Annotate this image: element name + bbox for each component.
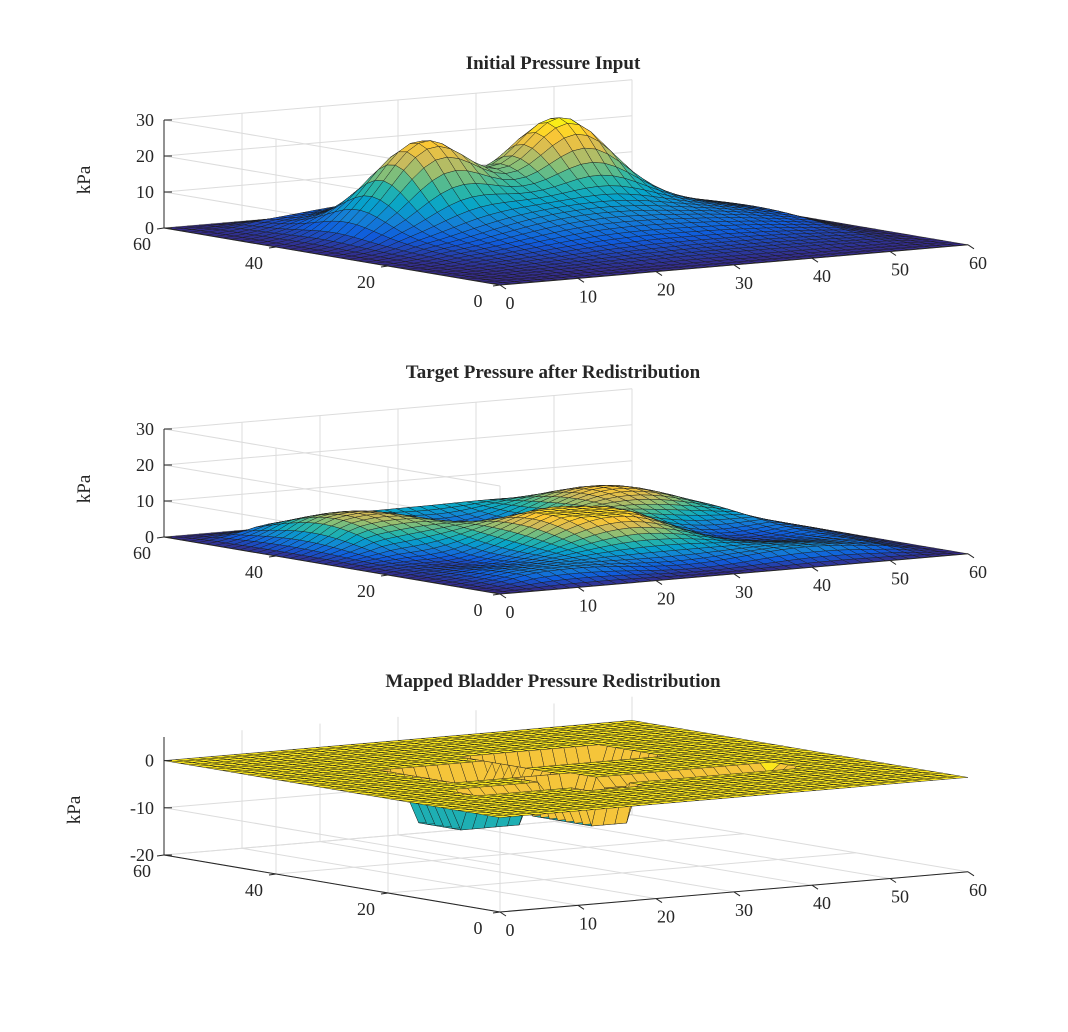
x-tick-label: 40 (813, 893, 831, 913)
y-tick-label: 0 (474, 291, 483, 311)
y-tick (492, 284, 501, 287)
y-tick (268, 555, 277, 558)
y-tick (380, 265, 389, 268)
y-tick-label: 40 (245, 880, 263, 900)
x-tick (499, 284, 507, 290)
z-tick-label: 30 (136, 419, 154, 439)
x-tick (499, 911, 507, 917)
y-tick (156, 227, 165, 230)
x-tick-label: 30 (735, 582, 753, 602)
x-tick-label: 0 (506, 293, 515, 313)
z-tick-label: 20 (136, 455, 154, 475)
surface (163, 485, 969, 595)
y-tick (380, 574, 389, 577)
x-tick (889, 251, 897, 256)
x-tick-label: 60 (969, 562, 987, 582)
x-tick-label: 50 (891, 260, 909, 280)
x-tick-label: 30 (735, 900, 753, 920)
x-tick (577, 277, 585, 283)
y-tick-label: 20 (357, 899, 375, 919)
y-tick-label: 0 (474, 918, 483, 938)
y-tick-label: 20 (357, 272, 375, 292)
z-tick-label: -10 (130, 798, 154, 818)
z-axis-label: kPa (74, 474, 95, 503)
y-tick-label: 60 (133, 234, 151, 254)
x-tick-label: 20 (657, 280, 675, 300)
x-tick (655, 898, 663, 904)
surface (163, 720, 969, 831)
x-tick (577, 904, 585, 910)
z-axis-label: kPa (64, 795, 85, 824)
z-tick-label: 30 (136, 110, 154, 130)
surface (163, 117, 969, 286)
z-tick-label: 20 (136, 146, 154, 166)
x-tick-label: 30 (735, 273, 753, 293)
y-tick-label: 0 (474, 600, 483, 620)
y-tick (268, 873, 277, 876)
x-tick (655, 580, 663, 586)
x-tick-label: 60 (969, 880, 987, 900)
x-tick-label: 10 (579, 286, 597, 306)
x-tick-label: 40 (813, 575, 831, 595)
x-tick (733, 264, 741, 270)
plot-title: Initial Pressure Input (466, 53, 641, 74)
y-tick (380, 892, 389, 895)
z-tick-label: 0 (145, 527, 154, 547)
y-tick-label: 20 (357, 581, 375, 601)
z-tick-label: -20 (130, 845, 154, 865)
x-tick (811, 257, 819, 263)
y-tick (268, 246, 277, 249)
z-tick-label: 0 (145, 751, 154, 771)
x-tick (967, 871, 975, 877)
x-tick-label: 20 (657, 589, 675, 609)
y-tick (156, 854, 165, 857)
y-axis-line (163, 227, 501, 286)
y-tick (492, 593, 501, 596)
plot-title: Target Pressure after Redistribution (406, 362, 701, 383)
x-tick-label: 10 (579, 595, 597, 615)
x-tick-label: 50 (891, 887, 909, 907)
x-tick-label: 0 (506, 920, 515, 940)
y-tick (492, 911, 501, 914)
x-tick (889, 878, 897, 883)
y-tick (156, 536, 165, 539)
x-tick (811, 566, 819, 572)
z-tick-label: 10 (136, 491, 154, 511)
x-tick (811, 884, 819, 890)
y-tick-label: 40 (245, 562, 263, 582)
x-tick-label: 40 (813, 266, 831, 286)
subplot-initial-pressure: Initial Pressure Input 0 10 20 30 40 50 600204… (74, 53, 987, 313)
x-tick-label: 0 (506, 602, 515, 622)
z-axis-label: kPa (74, 165, 95, 194)
x-tick (655, 271, 663, 277)
x-tick-label: 10 (579, 913, 597, 933)
x-tick (733, 891, 741, 897)
z-tick-label: 0 (145, 218, 154, 238)
subplot-target-pressure: Target Pressure after Redistribution 0 10… (74, 362, 987, 622)
x-tick (499, 593, 507, 599)
y-tick-label: 40 (245, 253, 263, 273)
x-tick (967, 553, 975, 559)
x-tick (889, 560, 897, 565)
x-tick-label: 20 (657, 907, 675, 927)
subplot-mapped-bladder: Mapped Bladder Pressure Redistribution 0… (64, 671, 987, 940)
plot-title: Mapped Bladder Pressure Redistribution (385, 671, 721, 692)
x-tick (577, 586, 585, 592)
x-tick (967, 244, 975, 250)
z-tick-label: 10 (136, 182, 154, 202)
x-tick-label: 60 (969, 253, 987, 273)
x-tick-label: 50 (891, 569, 909, 589)
x-tick (733, 573, 741, 579)
